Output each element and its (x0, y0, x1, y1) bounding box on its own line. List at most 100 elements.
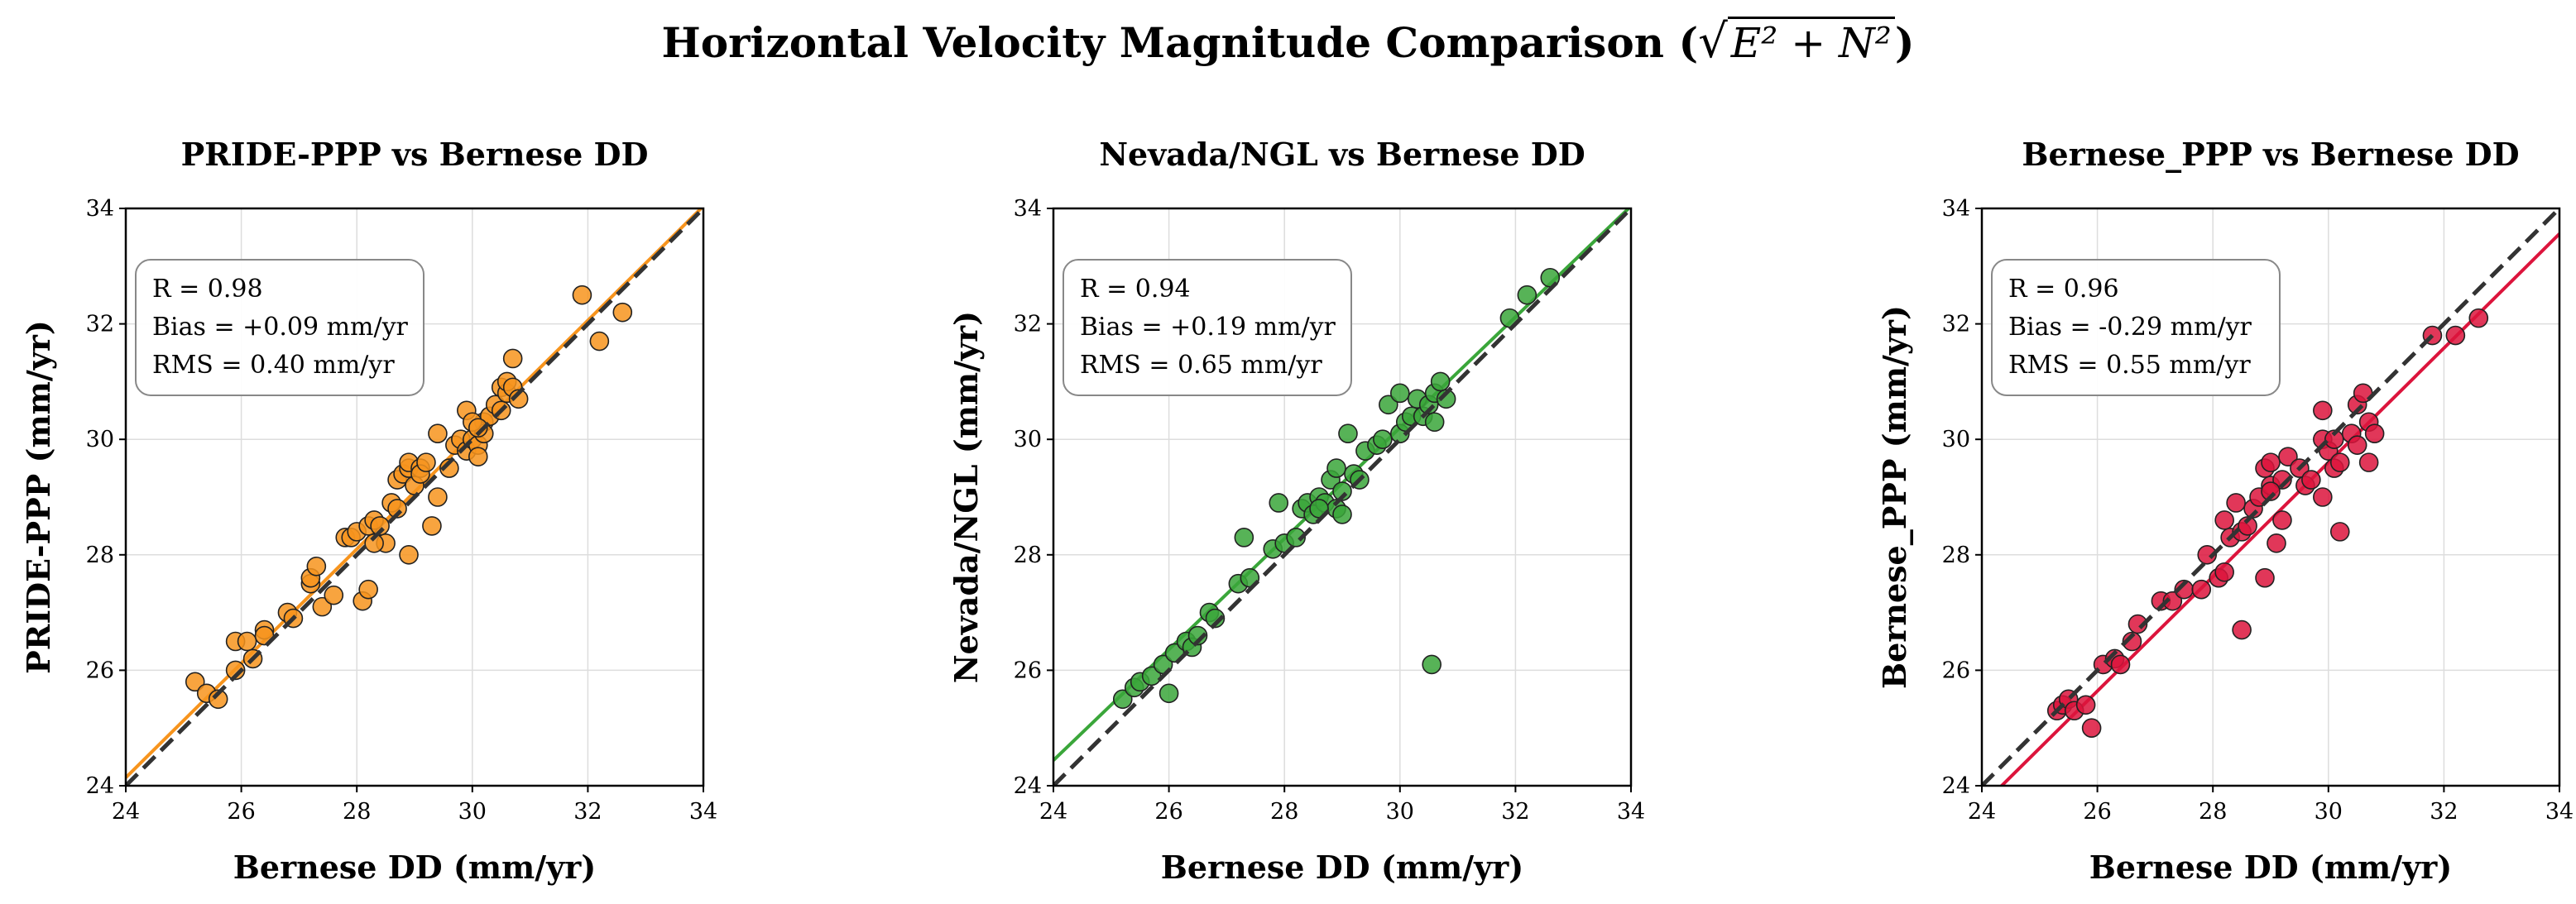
plot-frame (1980, 207, 2561, 787)
data-point (2162, 591, 2183, 611)
stat-rms: RMS = 0.55 mm/yr (2008, 351, 2251, 380)
stat-r: R = 0.94 (1080, 275, 1191, 304)
data-point (468, 418, 488, 438)
data-point (306, 556, 327, 576)
figure-title-math-expr: E² + N² (1727, 17, 1895, 67)
scatter-panel-nevada-ngl: 24 26 28 30 32 34 24 26 28 30 32 34 Nevada/NGL vs Be… (947, 136, 1645, 886)
data-point (2468, 308, 2489, 328)
data-point (2313, 487, 2333, 507)
data-point (1269, 493, 1289, 513)
data-point (416, 452, 436, 472)
data-point (2232, 619, 2252, 640)
data-point (439, 458, 459, 478)
data-point (312, 596, 333, 617)
y-tick-label: 30 (1014, 427, 1042, 452)
y-tick-label: 24 (1942, 773, 1970, 799)
y-tick-label: 30 (86, 427, 114, 452)
data-point (2324, 429, 2344, 450)
x-tick-label: 26 (227, 799, 255, 825)
data-point (2122, 631, 2142, 652)
scatter-panel-bernese-ppp: 24 26 28 30 32 34 24 26 28 30 32 34 Bernese_PPP vs B… (1876, 136, 2574, 886)
data-point (1390, 383, 1410, 404)
data-point (2081, 718, 2102, 739)
data-point (2075, 695, 2096, 715)
stat-bias: Bias = +0.19 mm/yr (1080, 313, 1336, 342)
y-tick-label: 34 (1014, 196, 1042, 222)
data-point (1379, 395, 1398, 415)
x-tick-label: 30 (2315, 799, 2343, 825)
data-point (1422, 654, 1442, 675)
x-tick-label: 28 (1270, 799, 1298, 825)
data-point (2364, 423, 2385, 444)
x-tick-label: 32 (573, 799, 602, 825)
data-point (572, 285, 592, 305)
data-point (1326, 458, 1346, 478)
y-tick-label: 24 (1014, 773, 1042, 799)
y-tick-label: 32 (1014, 312, 1042, 337)
data-point (2127, 614, 2148, 634)
data-point (1430, 371, 1451, 392)
data-point (358, 579, 378, 600)
data-point (2214, 562, 2234, 582)
stat-rms: RMS = 0.40 mm/yr (152, 351, 395, 380)
data-point (2347, 435, 2367, 455)
x-axis-label: Bernese DD (mm/yr) (233, 849, 596, 886)
x-axis-label: Bernese DD (mm/yr) (2089, 849, 2452, 886)
data-point (2197, 544, 2218, 565)
data-point (1373, 429, 1393, 450)
y-tick-label: 34 (1942, 196, 1970, 222)
x-tick-label: 24 (112, 799, 140, 825)
data-point (2110, 654, 2131, 675)
y-tick-label: 26 (1014, 658, 1042, 683)
data-point (612, 302, 633, 323)
y-tick-label: 32 (86, 312, 114, 337)
x-tick-label: 34 (689, 799, 717, 825)
plot-frame (124, 207, 705, 787)
data-point (225, 660, 246, 681)
data-point (2226, 493, 2246, 513)
figure-title: Horizontal Velocity Magnitude Comparison… (0, 15, 2576, 69)
panel-title: Bernese_PPP vs Bernese DD (2022, 136, 2519, 173)
data-point (208, 689, 228, 710)
data-point (428, 487, 448, 507)
data-point (1205, 608, 1226, 629)
y-tick-label: 34 (86, 196, 114, 222)
y-tick-label: 30 (1942, 427, 1970, 452)
data-point (1158, 683, 1179, 704)
identity-line (126, 208, 703, 786)
y-axis-label: Nevada/NGL (mm/yr) (947, 311, 985, 683)
x-tick-label: 28 (343, 799, 371, 825)
data-point (1424, 412, 1445, 433)
data-point (422, 516, 442, 536)
plot-area (1053, 208, 1631, 786)
data-point (508, 389, 529, 409)
figure-title-math: √E² + N² (1698, 15, 1895, 69)
data-point (2267, 533, 2286, 553)
x-tick-label: 34 (2545, 799, 2574, 825)
data-point (1286, 528, 1306, 548)
data-point (1234, 528, 1254, 548)
plot-area (1982, 208, 2559, 786)
plot-area (126, 208, 703, 786)
identity-line (1982, 208, 2559, 786)
y-tick-label: 24 (86, 773, 114, 799)
stat-bias: Bias = +0.09 mm/yr (152, 313, 409, 342)
stat-r: R = 0.96 (2008, 275, 2119, 304)
y-axis-label: Bernese_PPP (mm/yr) (1876, 305, 1913, 689)
data-point (2313, 400, 2333, 421)
data-point (364, 533, 384, 553)
data-point (2255, 567, 2275, 588)
stat-rms: RMS = 0.65 mm/yr (1080, 351, 1322, 380)
stats-box (135, 259, 425, 396)
x-tick-label: 24 (1968, 799, 1996, 825)
y-tick-label: 26 (86, 658, 114, 683)
data-point (370, 516, 390, 536)
x-tick-label: 32 (1501, 799, 1529, 825)
figure-title-close: ) (1894, 18, 1915, 67)
y-tick-label: 28 (1942, 543, 1970, 568)
identity-line (1053, 208, 1631, 786)
figure-title-text: Horizontal Velocity Magnitude Comparison… (661, 18, 1699, 67)
data-point (387, 499, 407, 519)
x-tick-label: 34 (1617, 799, 1645, 825)
data-point (1517, 285, 1537, 305)
